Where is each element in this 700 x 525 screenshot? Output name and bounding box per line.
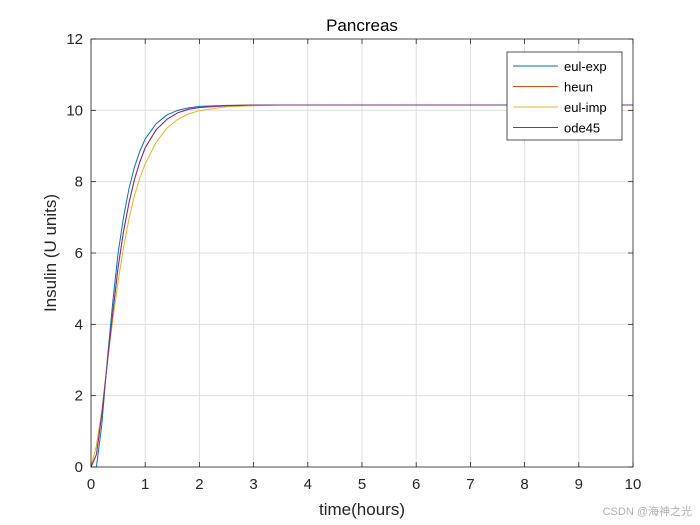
x-tick-label: 2 <box>195 476 203 493</box>
y-tick-label: 12 <box>66 31 83 48</box>
x-tick-label: 6 <box>412 476 420 493</box>
x-tick-label: 5 <box>358 476 366 493</box>
chart-title: Pancreas <box>326 16 398 35</box>
x-tick-label: 10 <box>625 476 642 493</box>
legend-label-eul-imp: eul-imp <box>564 100 607 115</box>
watermark-text: CSDN @海神之光 <box>602 506 692 518</box>
x-tick-label: 9 <box>575 476 583 493</box>
legend-label-ode45: ode45 <box>564 121 600 136</box>
y-axis-label: Insulin (U units) <box>41 194 60 312</box>
x-tick-label: 8 <box>520 476 528 493</box>
legend-box <box>506 51 623 141</box>
series-line-ode45 <box>90 104 633 468</box>
legend-label-heun: heun <box>564 80 593 95</box>
x-tick-label: 0 <box>87 476 95 493</box>
y-tick-label: 10 <box>66 102 83 119</box>
y-tick-label: 8 <box>75 174 83 191</box>
y-tick-label: 2 <box>75 388 83 405</box>
y-tick-label: 6 <box>75 245 83 262</box>
legend: eul-exp heun eul-imp ode45 <box>506 51 623 141</box>
x-tick-label: 4 <box>304 476 312 493</box>
x-tick-label: 1 <box>141 476 149 493</box>
y-tick-label: 0 <box>75 459 83 476</box>
x-tick-label: 3 <box>249 476 257 493</box>
y-tick-label: 4 <box>75 316 83 333</box>
legend-label-eul-exp: eul-exp <box>564 59 607 74</box>
x-axis-label: time(hours) <box>319 500 405 519</box>
x-tick-label: 7 <box>466 476 474 493</box>
series-lines <box>90 104 633 468</box>
axes-frame <box>90 38 634 468</box>
